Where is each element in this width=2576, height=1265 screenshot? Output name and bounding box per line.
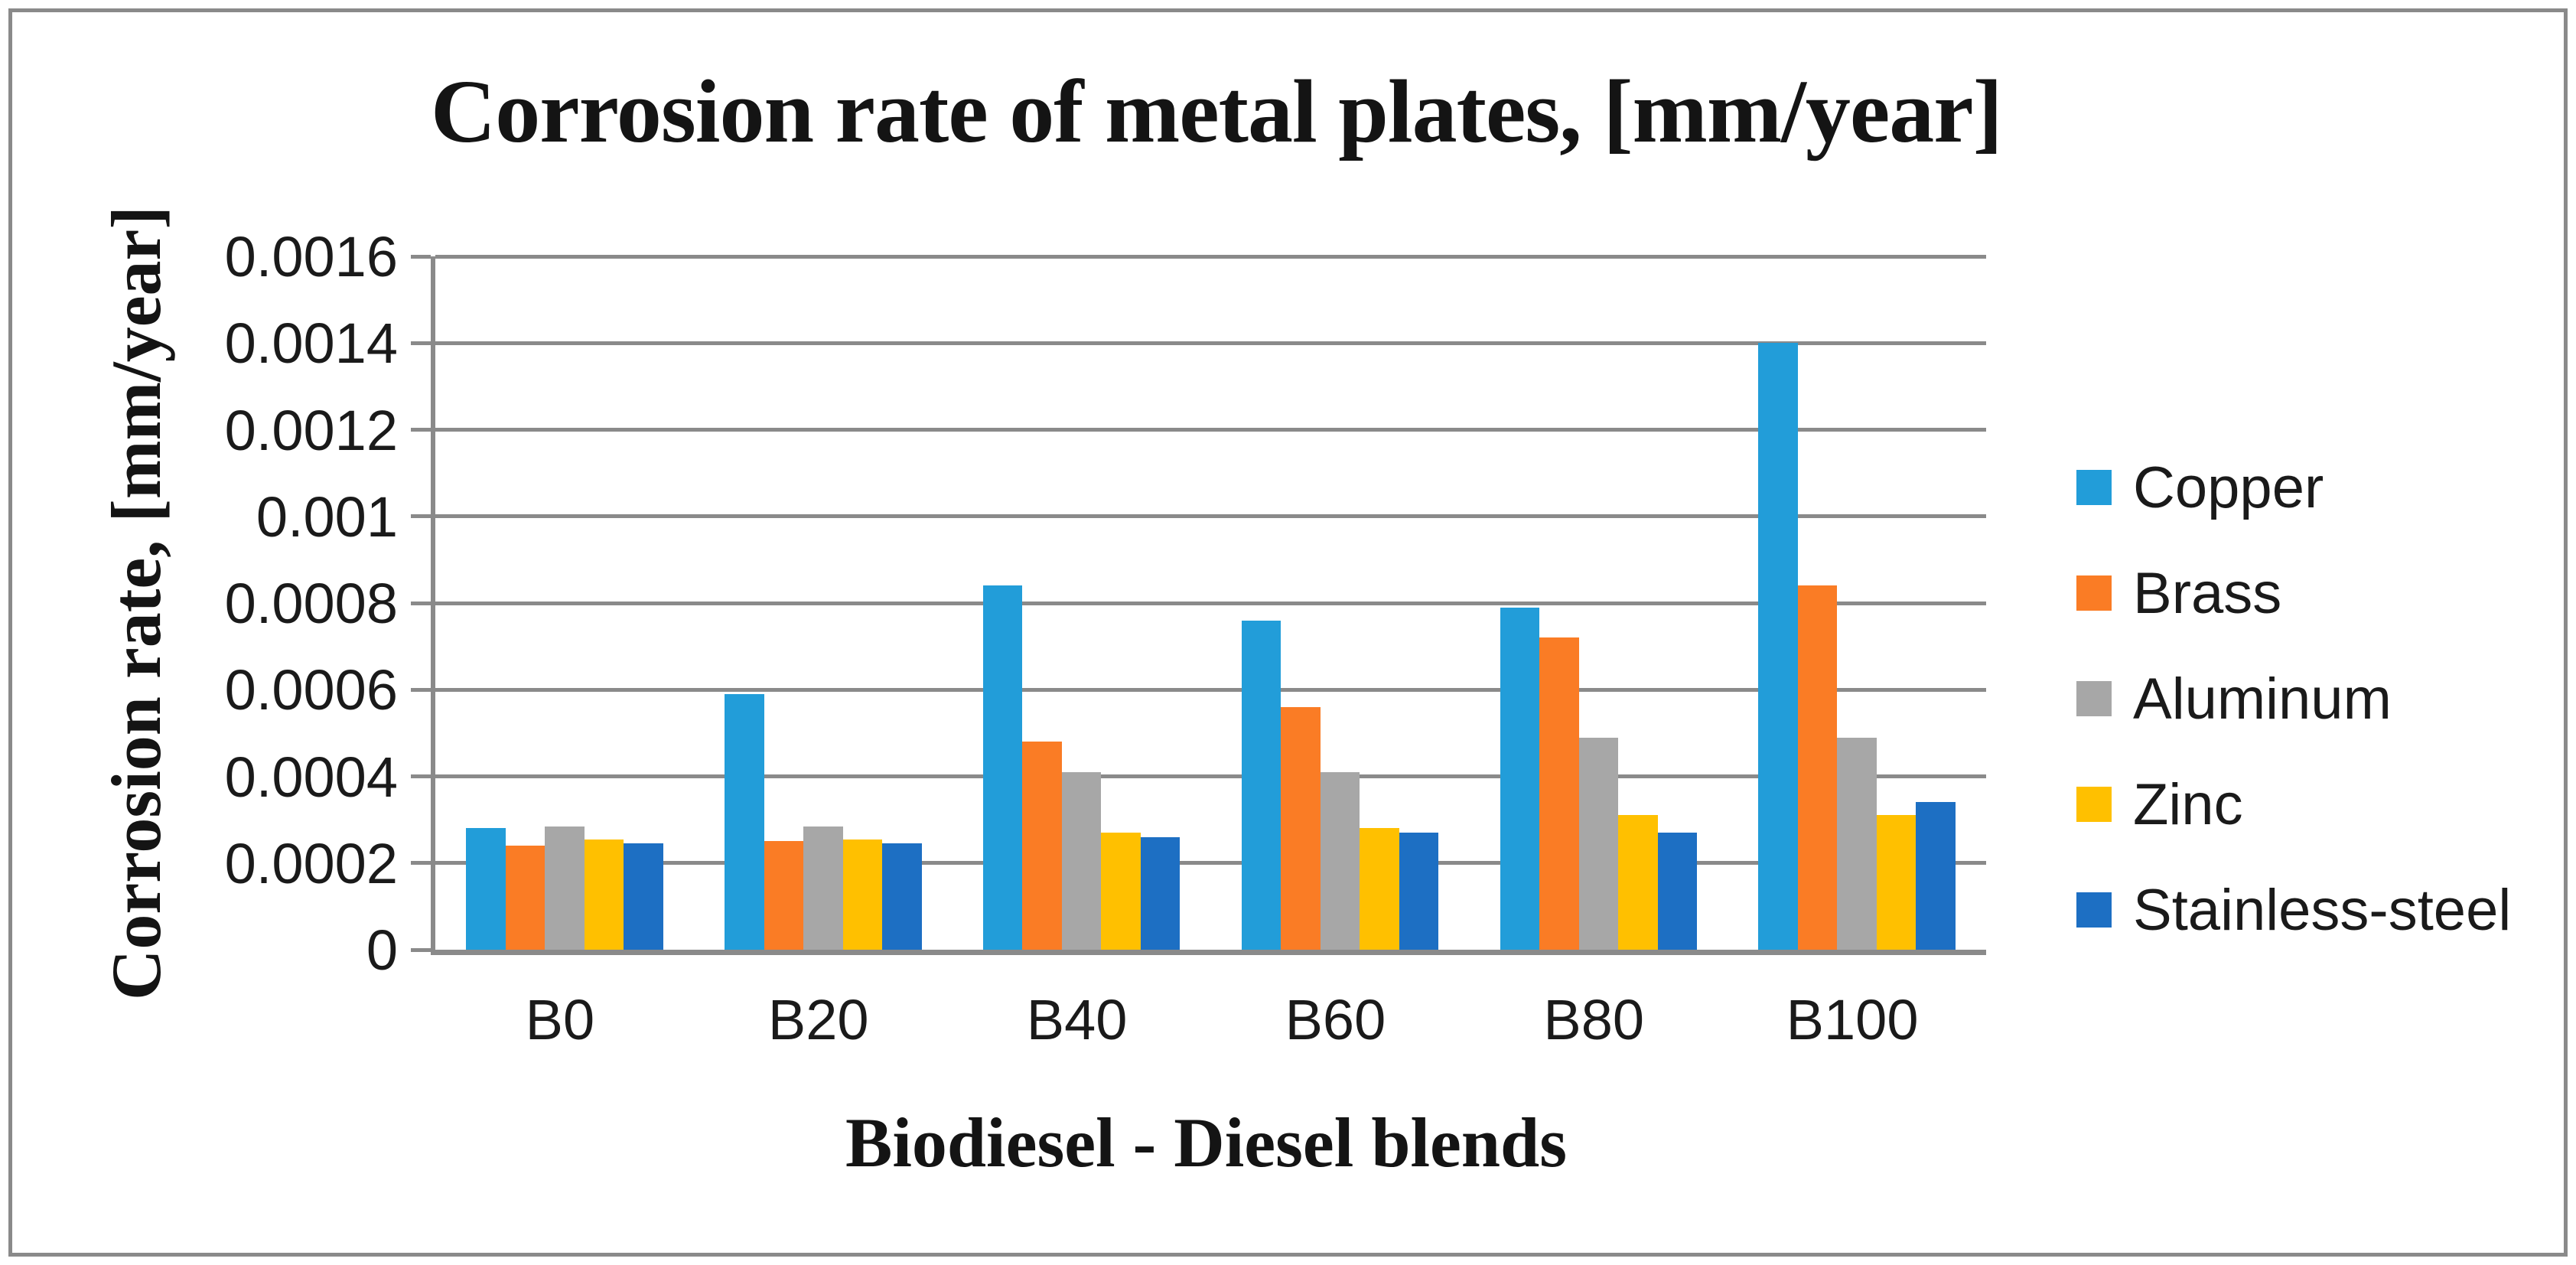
bar-B80-zinc bbox=[1618, 815, 1658, 950]
legend-label-copper: Copper bbox=[2133, 455, 2324, 520]
bar-B60-zinc bbox=[1360, 828, 1399, 950]
legend-entry-aluminum: Aluminum bbox=[2076, 646, 2511, 752]
legend-entry-stainless-steel: Stainless-steel bbox=[2076, 857, 2511, 963]
bar-B40-copper bbox=[982, 585, 1023, 950]
x-tick-label-B40: B40 bbox=[1026, 988, 1128, 1051]
bar-B40-aluminum bbox=[1061, 771, 1102, 950]
bar-B100-aluminum bbox=[1837, 737, 1877, 950]
y-axis-tick bbox=[411, 428, 431, 432]
bar-B40-brass bbox=[1022, 742, 1062, 950]
gridline-0.0012 bbox=[435, 428, 1986, 432]
y-tick-label-0: 0 bbox=[366, 918, 398, 982]
legend-swatch-copper bbox=[2076, 470, 2112, 505]
legend-swatch-zinc bbox=[2076, 787, 2112, 822]
bar-B0-aluminum bbox=[545, 826, 585, 950]
y-axis-tick bbox=[411, 774, 431, 778]
gridline-0.0006 bbox=[435, 687, 1986, 692]
x-axis-title: Biodiesel - Diesel blends bbox=[845, 1104, 1568, 1182]
legend: Copper Brass Aluminum Zinc Stainless-steel bbox=[2076, 435, 2511, 963]
legend-label-aluminum: Aluminum bbox=[2133, 666, 2392, 732]
y-axis-tick bbox=[411, 254, 431, 259]
bar-B20-copper bbox=[725, 693, 764, 950]
legend-label-zinc: Zinc bbox=[2133, 771, 2243, 837]
y-axis-tick bbox=[411, 341, 431, 345]
y-tick-label-0.0008: 0.0008 bbox=[224, 572, 398, 635]
gridline-0.0016 bbox=[435, 254, 1986, 259]
y-axis-tick bbox=[411, 687, 431, 692]
y-tick-label-0.0016: 0.0016 bbox=[224, 225, 398, 289]
bar-B60-brass bbox=[1281, 706, 1321, 950]
bar-B100-zinc bbox=[1876, 815, 1917, 950]
y-axis-tick bbox=[411, 514, 431, 519]
plot-area bbox=[411, 254, 1986, 955]
bar-B20-brass bbox=[764, 841, 803, 950]
gridline-0.001 bbox=[435, 514, 1986, 519]
legend-label-brass: Brass bbox=[2133, 560, 2282, 626]
bar-B40-zinc bbox=[1101, 833, 1141, 950]
gridline-0.0004 bbox=[435, 774, 1986, 778]
legend-entry-brass: Brass bbox=[2076, 540, 2511, 646]
bar-B80-stainless-steel bbox=[1657, 833, 1697, 950]
legend-entry-zinc: Zinc bbox=[2076, 752, 2511, 857]
x-tick-label-B80: B80 bbox=[1543, 988, 1645, 1051]
y-axis-tick bbox=[411, 947, 431, 952]
gridline-0.0014 bbox=[435, 341, 1986, 345]
x-tick-label-B100: B100 bbox=[1786, 988, 1919, 1051]
gridline-0.0008 bbox=[435, 601, 1986, 605]
y-axis-tick bbox=[411, 861, 431, 866]
bar-B80-brass bbox=[1539, 637, 1579, 950]
bar-B0-stainless-steel bbox=[624, 843, 663, 950]
y-tick-label-0.0012: 0.0012 bbox=[224, 398, 398, 462]
bar-B80-copper bbox=[1500, 607, 1539, 950]
x-tick-label-B60: B60 bbox=[1285, 988, 1386, 1051]
bar-B60-aluminum bbox=[1320, 771, 1360, 950]
y-tick-label-0.0006: 0.0006 bbox=[224, 658, 398, 722]
y-tick-label-0.0014: 0.0014 bbox=[224, 311, 398, 376]
bar-B0-zinc bbox=[584, 839, 624, 950]
legend-label-stainless-steel: Stainless-steel bbox=[2133, 877, 2512, 943]
bar-B40-stainless-steel bbox=[1140, 836, 1181, 950]
y-axis-tick bbox=[411, 601, 431, 605]
x-tick-label-B20: B20 bbox=[767, 988, 869, 1051]
bar-B60-stainless-steel bbox=[1399, 833, 1439, 950]
bar-B80-aluminum bbox=[1578, 737, 1618, 950]
chart-title: Corrosion rate of metal plates, [mm/year… bbox=[431, 61, 2003, 161]
bar-B100-brass bbox=[1797, 585, 1838, 950]
bar-B100-copper bbox=[1758, 343, 1798, 950]
x-tick-label-B0: B0 bbox=[525, 988, 595, 1051]
bar-B20-zinc bbox=[842, 839, 882, 950]
legend-entry-copper: Copper bbox=[2076, 435, 2511, 540]
bar-B0-copper bbox=[466, 828, 506, 950]
bar-B20-stainless-steel bbox=[882, 843, 922, 950]
legend-swatch-aluminum bbox=[2076, 681, 2112, 716]
gridline-0.0002 bbox=[435, 861, 1986, 866]
legend-swatch-stainless-steel bbox=[2076, 892, 2112, 928]
bar-B60-copper bbox=[1241, 620, 1281, 950]
bar-B100-stainless-steel bbox=[1916, 802, 1956, 950]
y-tick-label-0.0004: 0.0004 bbox=[224, 745, 398, 809]
bar-B0-brass bbox=[505, 846, 545, 950]
legend-swatch-brass bbox=[2076, 575, 2112, 611]
y-tick-label-0.0002: 0.0002 bbox=[224, 831, 398, 895]
y-tick-label-0.001: 0.001 bbox=[256, 484, 398, 549]
bar-B20-aluminum bbox=[803, 826, 843, 950]
